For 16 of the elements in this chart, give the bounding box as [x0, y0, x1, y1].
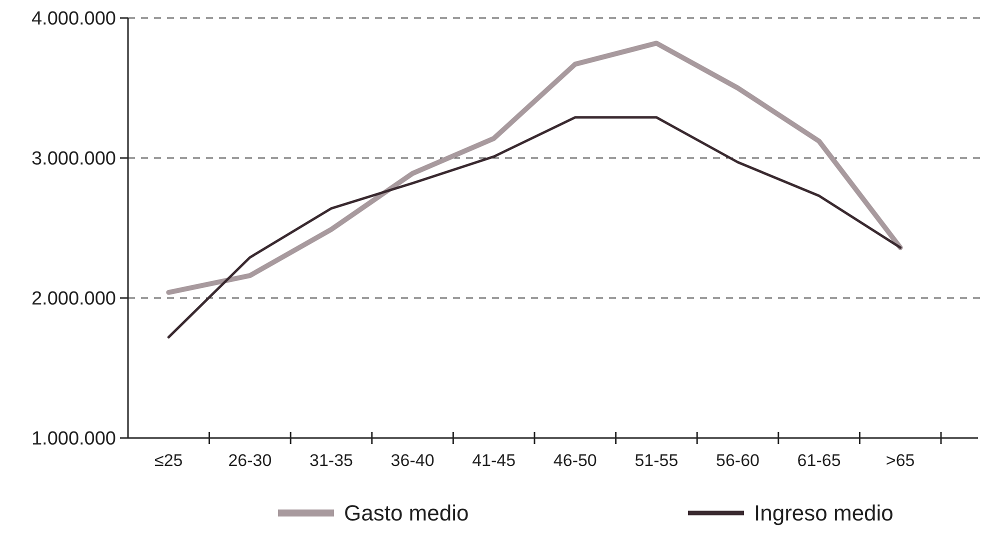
legend-label: Ingreso medio: [754, 500, 894, 526]
x-tick-label: 61-65: [797, 451, 841, 470]
x-tick-label: >65: [886, 451, 915, 470]
x-tick-label: 31-35: [310, 451, 353, 470]
y-tick-label: 4.000.000: [31, 8, 116, 30]
x-tick-label: 26-30: [228, 451, 272, 470]
y-tick-label: 3.000.000: [31, 148, 116, 170]
x-tick-label: 46-50: [553, 451, 597, 470]
x-tick-label: 41-45: [472, 451, 516, 470]
x-tick-label: 36-40: [390, 451, 434, 470]
legend-label: Gasto medio: [344, 500, 469, 526]
y-tick-label: 1.000.000: [31, 428, 116, 450]
x-tick-label: ≤25: [154, 451, 183, 470]
y-tick-label: 2.000.000: [31, 288, 116, 310]
x-tick-label: 51-55: [634, 451, 678, 470]
x-tick-label: 56-60: [716, 451, 760, 470]
